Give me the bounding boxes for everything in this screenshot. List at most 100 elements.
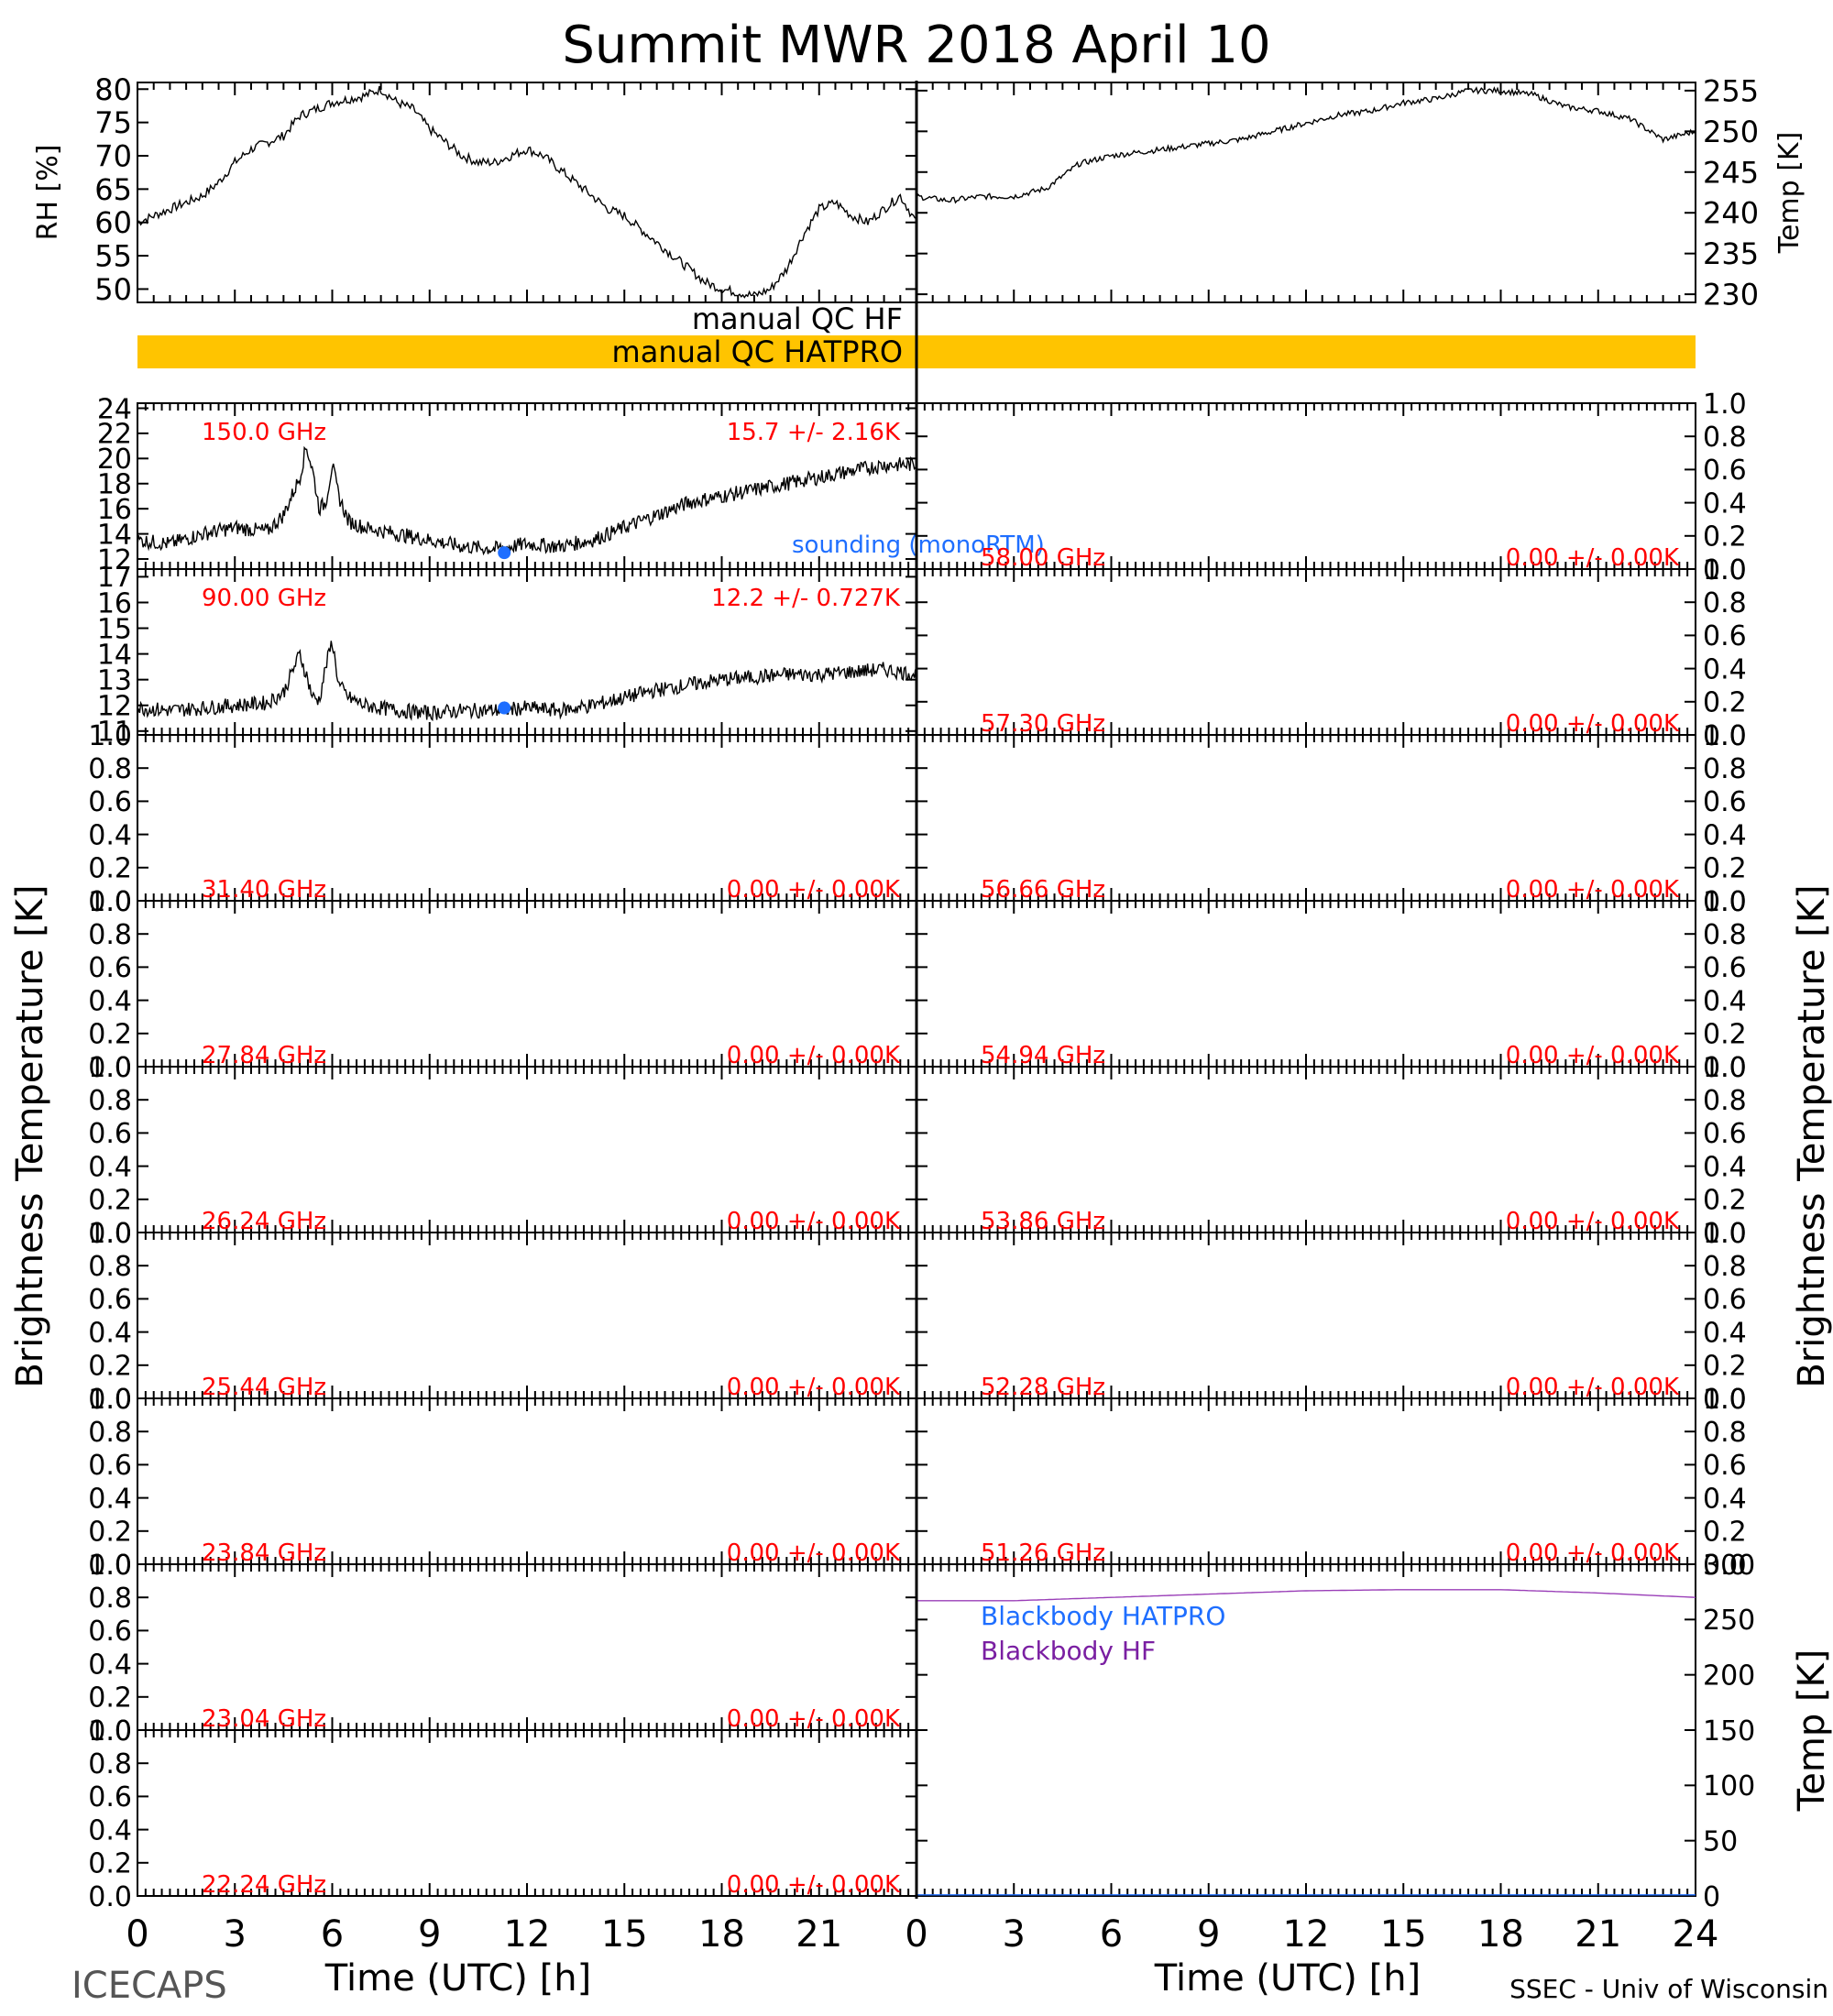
y-tick-label: 0.4 <box>1703 488 1747 520</box>
y-tick-label: 0.8 <box>88 1251 132 1283</box>
y-tick-label: 20 <box>97 444 132 476</box>
y-tick-label: 0.2 <box>1703 1351 1747 1383</box>
y-tick-label: 1.0 <box>88 1052 132 1084</box>
x-tick-label: 15 <box>1380 1913 1427 1956</box>
y-tick-label: 0.2 <box>1703 1517 1747 1549</box>
y-tick-label: 200 <box>1703 1660 1755 1692</box>
channel-label: 56.66 GHz <box>981 876 1105 904</box>
y-tick-label: 0.0 <box>88 1881 132 1913</box>
y-tick-label: 0.8 <box>1703 1417 1747 1449</box>
y-tick-label: 1.0 <box>88 720 132 752</box>
qc-hf-label-left: manual QC HF <box>692 301 903 336</box>
y-tick-label: 0.8 <box>88 1583 132 1615</box>
y-tick-label: 12 <box>97 544 132 576</box>
channel-stat: 0.00 +/- 0.00K <box>1506 1374 1680 1401</box>
y-tick-label: 17 <box>97 562 132 594</box>
y-tick-label: 0.2 <box>1703 521 1747 553</box>
footer-left-label: ICECAPS <box>71 1965 227 2007</box>
channel-stat: 0.00 +/- 0.00K <box>1506 1208 1680 1235</box>
y-tick-label: 0.0 <box>88 1052 132 1084</box>
y-tick-label: 0.8 <box>88 753 132 785</box>
y-tick-label: 0.0 <box>88 1715 132 1748</box>
y-tick-label: 24 <box>97 393 132 425</box>
x-tick-label: 24 <box>1673 1913 1719 1956</box>
y-tick-label: 0.4 <box>88 1649 132 1681</box>
y-tick-label: 14 <box>97 519 132 551</box>
y-tick-label: 13 <box>97 664 132 696</box>
x-tick-labels-left: 0 3 6 9 12 15 18 21 <box>126 1913 842 1956</box>
temp-trace <box>916 86 1696 204</box>
y-tick-label: 0.8 <box>88 919 132 951</box>
tb-trace <box>137 641 917 722</box>
y-tick-label: 0.6 <box>1703 455 1747 487</box>
y-tick-label: 0.2 <box>88 1848 132 1880</box>
y-tick-label: 0.6 <box>1703 786 1747 818</box>
y-tick-label: 0.8 <box>1703 587 1747 619</box>
channel-label: 58.00 GHz <box>981 544 1105 572</box>
y-tick-label: 0.2 <box>88 1185 132 1217</box>
y-tick-label: 0.4 <box>88 1151 132 1183</box>
channel-label: 23.84 GHz <box>202 1539 326 1567</box>
y-tick-label: 0.6 <box>88 1284 132 1316</box>
qc-hatpro-label: manual QC HATPRO <box>612 334 903 369</box>
y-tick-label: 0.4 <box>88 1483 132 1515</box>
y-tick-label: 0.0 <box>1703 554 1747 586</box>
channel-stat: 0.00 +/- 0.00K <box>727 1208 901 1235</box>
y-tick-label: 12 <box>97 691 132 723</box>
x-tick-label: 9 <box>418 1913 441 1956</box>
y-tick-label: 15 <box>97 613 132 645</box>
y-tick-label: 0.8 <box>88 1748 132 1780</box>
sounding-point <box>498 701 511 715</box>
rh-axis-label: RH [%] <box>32 145 64 241</box>
x-tick-label: 9 <box>1197 1913 1220 1956</box>
tb-panel-5126: 0.00.20.40.60.81.051.26 GHz 0.00 +/- 0.00… <box>916 1384 1747 1582</box>
y-tick-label: 1.0 <box>88 1550 132 1582</box>
y-tick-label: 0.2 <box>1703 1185 1747 1217</box>
y-tick-label: 55 <box>94 239 132 274</box>
left-y-axis-title: Brightness Temperature [K] <box>9 884 51 1387</box>
y-tick-label: 0.6 <box>88 786 132 818</box>
y-tick-label: 18 <box>97 469 132 501</box>
y-tick-label: 16 <box>97 494 132 526</box>
rh-trace <box>137 85 917 299</box>
tb-panel-2784: 0.00.20.40.60.81.027.84 GHz 0.00 +/- 0.00… <box>88 886 917 1084</box>
channel-stat: 0.00 +/- 0.00K <box>1506 876 1680 904</box>
x-tick-label: 3 <box>1003 1913 1026 1956</box>
y-tick-label: 0.6 <box>1703 1284 1747 1316</box>
channel-stat: 0.00 +/- 0.00K <box>727 1374 901 1401</box>
tb-panel-5800: 0.00.20.40.60.81.058.00 GHz 0.00 +/- 0.00… <box>916 389 1747 586</box>
y-tick-label: 230 <box>1703 278 1759 312</box>
y-tick-label: 1.0 <box>1703 1052 1747 1084</box>
channel-label: 57.30 GHz <box>981 710 1105 738</box>
y-tick-label: 0.0 <box>1703 886 1747 918</box>
x-tick-labels-right: 0 3 6 9 12 15 18 21 24 <box>905 1913 1718 1956</box>
right-y-axis-title: Brightness Temperature [K] <box>1791 884 1833 1387</box>
y-tick-label: 0.4 <box>1703 985 1747 1017</box>
y-tick-label: 0.0 <box>88 1384 132 1416</box>
x-tick-label: 12 <box>1283 1913 1330 1956</box>
y-tick-label: 0.8 <box>1703 422 1747 454</box>
y-tick-label: 0.4 <box>1703 819 1747 851</box>
channel-label: 52.28 GHz <box>981 1374 1105 1401</box>
channel-label: 23.04 GHz <box>202 1705 326 1733</box>
y-tick-label: 0.4 <box>1703 1151 1747 1183</box>
y-tick-label: 1.0 <box>1703 1384 1747 1416</box>
y-tick-label: 0.8 <box>1703 919 1747 951</box>
tb-panel-5228: 0.00.20.40.60.81.052.28 GHz 0.00 +/- 0.00… <box>916 1218 1747 1416</box>
y-tick-label: 0.4 <box>88 1814 132 1846</box>
tb-panel-5386: 0.00.20.40.60.81.053.86 GHz 0.00 +/- 0.00… <box>916 1052 1747 1250</box>
y-tick-label: 0.6 <box>1703 952 1747 984</box>
y-tick-label: 0.8 <box>1703 1251 1747 1283</box>
tb-panel-2624: 0.00.20.40.60.81.026.24 GHz 0.00 +/- 0.00… <box>88 1052 917 1250</box>
y-tick-label: 0.4 <box>1703 1483 1747 1515</box>
x-tick-label: 21 <box>796 1913 842 1956</box>
y-tick-label: 50 <box>1703 1825 1738 1857</box>
y-tick-label: 0.8 <box>88 1417 132 1449</box>
x-tick-label: 6 <box>321 1913 344 1956</box>
channel-label: 26.24 GHz <box>202 1208 326 1235</box>
x-tick-label: 18 <box>698 1913 745 1956</box>
y-tick-label: 0.6 <box>88 952 132 984</box>
channel-label: 54.94 GHz <box>981 1042 1105 1069</box>
y-tick-label: 0.0 <box>88 1218 132 1250</box>
